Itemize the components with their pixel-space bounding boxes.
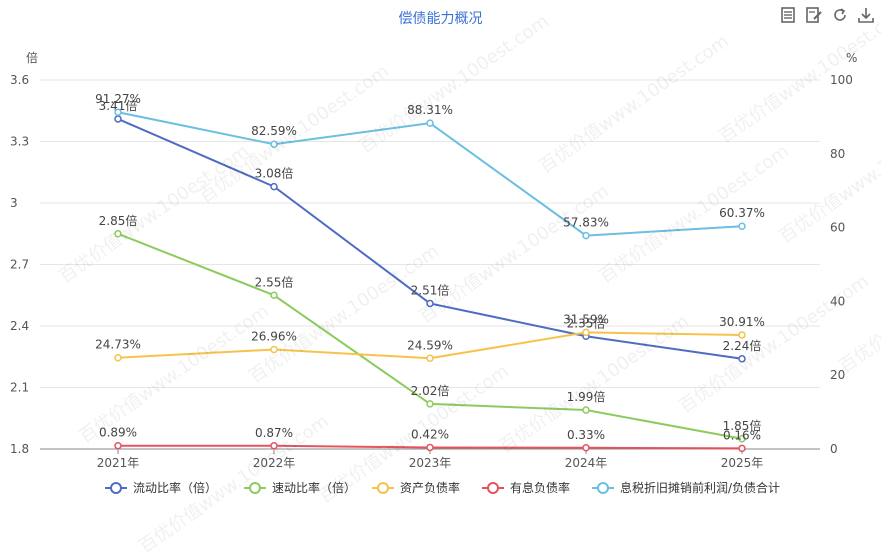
data-label: 2.24倍 — [723, 338, 762, 353]
data-point — [738, 444, 746, 453]
chart-title: 偿债能力概况 — [398, 11, 483, 27]
data-label: 24.73% — [95, 338, 141, 352]
data-label: 0.33% — [567, 428, 605, 442]
data-point — [582, 231, 590, 240]
legend-swatch-marker — [377, 482, 389, 494]
data-label: 2.85倍 — [99, 213, 138, 228]
data-label: 57.83% — [563, 216, 609, 230]
data-point — [582, 328, 590, 337]
x-axis-tick: 2022年 — [253, 456, 296, 470]
data-label: 88.31% — [407, 103, 453, 117]
left-axis-tick: 3.6 — [10, 73, 29, 87]
data-label: 0.42% — [411, 427, 449, 441]
right-axis-tick: 100 — [830, 73, 853, 87]
edit-icon[interactable] — [805, 6, 823, 24]
data-point — [426, 299, 434, 308]
data-label: 1.99倍 — [567, 389, 606, 404]
data-point — [270, 182, 278, 191]
data-label: 3.08倍 — [255, 166, 294, 181]
right-axis-tick: 40 — [830, 294, 845, 308]
data-point — [426, 400, 434, 408]
data-label: 91.27% — [95, 92, 141, 106]
data-label: 26.96% — [251, 330, 297, 344]
legend-label[interactable]: 有息负债率 — [510, 480, 570, 495]
data-point — [270, 442, 278, 450]
data-label: 30.91% — [719, 315, 765, 329]
data-label: 3.41倍 — [99, 98, 138, 113]
data-view-icon[interactable] — [779, 6, 797, 24]
x-axis-tick: 2025年 — [721, 456, 764, 470]
data-label: 0.89% — [99, 426, 137, 440]
data-point — [582, 406, 590, 414]
data-point — [738, 355, 746, 363]
data-point — [426, 119, 434, 127]
data-label: 2.02倍 — [411, 383, 450, 398]
legend-label[interactable]: 息税折旧摊销前利润/负债合计 — [620, 480, 780, 495]
left-axis-tick: 1.8 — [10, 442, 29, 456]
data-point — [426, 443, 434, 452]
data-label: 0.87% — [255, 426, 293, 440]
data-point — [738, 222, 746, 230]
data-point — [114, 353, 122, 362]
left-axis-tick: 2.4 — [10, 319, 29, 333]
left-axis-tick: 2.7 — [10, 258, 29, 272]
left-axis-tick: 3.3 — [10, 135, 29, 149]
data-point — [114, 441, 122, 450]
data-point — [270, 291, 278, 299]
left-axis-tick: 2.1 — [10, 381, 29, 395]
series-line — [117, 118, 743, 360]
right-axis-tick: 0 — [830, 442, 838, 456]
legend-swatch-marker — [249, 482, 261, 494]
data-point — [114, 115, 122, 123]
legend-label[interactable]: 流动比率（倍） — [133, 480, 217, 495]
data-label: 31.59% — [563, 312, 609, 326]
data-point — [738, 331, 746, 339]
data-label: 0.16% — [723, 428, 761, 442]
chart-toolbar — [779, 6, 875, 24]
right-axis-tick: 20 — [830, 368, 845, 382]
legend-swatch-marker — [110, 482, 122, 494]
data-point — [270, 345, 278, 354]
data-label: 24.59% — [407, 338, 453, 352]
left-axis-tick: 3 — [10, 196, 18, 210]
data-point — [114, 108, 122, 116]
data-label: 60.37% — [719, 206, 765, 220]
legend-label[interactable]: 资产负债率 — [400, 480, 460, 495]
left-axis-unit: 倍 — [26, 50, 38, 65]
data-label: 2.55倍 — [255, 274, 294, 289]
data-point — [426, 354, 434, 363]
data-point — [270, 140, 278, 148]
data-point — [738, 435, 746, 443]
data-label: 82.59% — [251, 124, 297, 138]
refresh-icon[interactable] — [831, 6, 849, 24]
data-label: 2.35倍 — [567, 315, 606, 330]
legend-swatch-marker — [487, 482, 499, 494]
series-line — [117, 111, 743, 237]
x-axis-tick: 2021年 — [97, 456, 140, 470]
right-axis-tick: 60 — [830, 221, 845, 235]
data-point — [114, 230, 122, 238]
x-axis-tick: 2023年 — [409, 456, 452, 470]
legend-label[interactable]: 速动比率（倍） — [272, 480, 356, 495]
line-chart: 1.8 2.1 2.4 2.7 3 3.3 3.6 0 20 40 60 80 100 倍 % 2021年 20… — [10, 50, 857, 495]
data-label: 1.85倍 — [723, 418, 762, 433]
chart-container: 偿债能力概况 1.8 2.1 2.4 2.7 3 3.3 3.6 0 20 40 60 80 100 倍%… — [10, 1, 881, 558]
legend-swatch-marker — [597, 482, 609, 494]
data-point — [582, 444, 590, 452]
right-axis-tick: 80 — [830, 147, 845, 161]
right-axis-unit: % — [846, 51, 857, 65]
x-axis-tick: 2024年 — [565, 456, 608, 470]
data-label: 2.51倍 — [411, 282, 450, 297]
download-icon[interactable] — [857, 6, 875, 24]
